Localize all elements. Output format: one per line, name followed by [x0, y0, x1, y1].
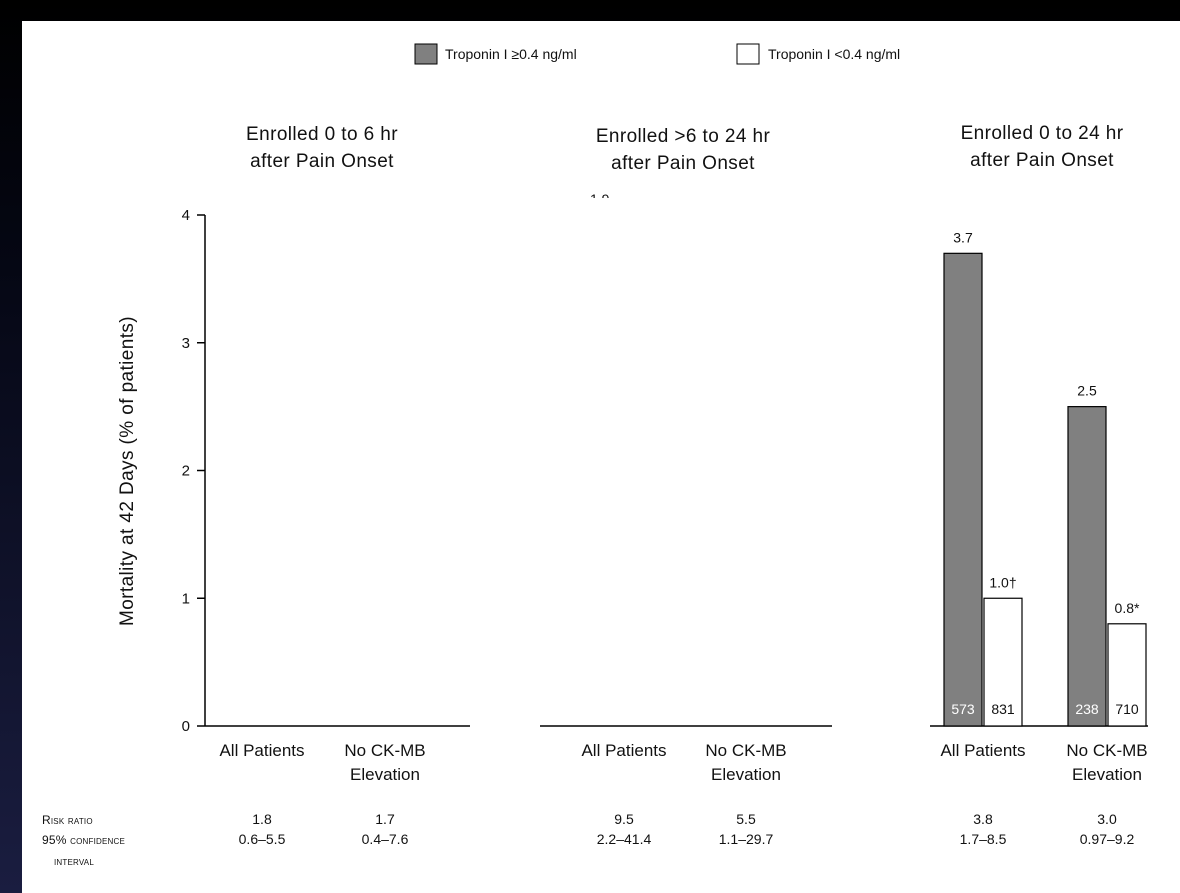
count-label-g2-c1-s0: 238: [1075, 701, 1099, 717]
bar-g2-c0-s0: [943, 252, 983, 727]
group-title-0-line1: Enrolled 0 to 6 hr: [246, 124, 398, 145]
y-axis: 0 1 2 3 4 Mortality at 42 Days (% of patient…: [117, 207, 206, 735]
group-titles: Enrolled 0 to 6 hr after Pain Onset Enro…: [246, 123, 1124, 174]
risk-ratio-g2-c1: 3.0: [1097, 811, 1117, 827]
row-label-ci-line2: interval: [54, 854, 94, 868]
bar-g2-c1-s0: [1067, 406, 1107, 727]
legend-swatch-troponin-low: [736, 43, 760, 65]
group-title-1-line1: Enrolled >6 to 24 hr: [596, 126, 771, 147]
category-label-g2-c1-line2: Elevation: [1072, 765, 1142, 784]
chart-panel: [22, 21, 1180, 893]
category-label-g2-c0-line1: All Patients: [940, 741, 1025, 760]
category-label-g2-c1-line1: No CK-MB: [1066, 741, 1147, 760]
bar-g2-c1-s1: [1107, 623, 1147, 727]
legend-label-troponin-high: Troponin I ≥0.4 ng/ml: [445, 46, 577, 62]
legend: Troponin I ≥0.4 ng/ml Troponin I <0.4 ng…: [414, 43, 900, 65]
bars: 3.7 573 1.0† 831 2.5 238 0.8* 710: [943, 229, 1147, 727]
row-label-ci-line1: 95% confidence: [42, 833, 125, 847]
category-label-g0-c1-line1: No CK-MB: [344, 741, 425, 760]
group-title-2-line1: Enrolled 0 to 24 hr: [961, 123, 1124, 144]
group-title-2-line2: after Pain Onset: [970, 150, 1114, 171]
count-label-g2-c0-s1: 831: [991, 701, 1015, 717]
group-title-1-line2: after Pain Onset: [611, 153, 755, 174]
y-ticks: 0 1 2 3 4: [182, 207, 205, 735]
category-label-g0-c1-line2: Elevation: [350, 765, 420, 784]
y-tick-label-0: 0: [182, 718, 190, 735]
risk-ratio-g0-c0: 1.8: [252, 811, 272, 827]
value-label-g2-c1-s0: 2.5: [1077, 383, 1097, 399]
count-label-g2-c1-s1: 710: [1115, 701, 1139, 717]
row-label-risk-ratio: Risk ratio: [42, 813, 93, 827]
y-tick-label-4: 4: [182, 207, 190, 224]
count-label-g2-c0-s0: 573: [951, 701, 975, 717]
risk-ratio-g1-c0: 9.5: [614, 811, 634, 827]
value-label-g2-c0-s0: 3.7: [953, 229, 973, 245]
bar-g2-c0-s1: [983, 597, 1023, 727]
y-tick-label-1: 1: [182, 590, 190, 607]
value-label-g2-c0-s1: 1.0†: [989, 574, 1016, 590]
category-label-g1-c1-line1: No CK-MB: [705, 741, 786, 760]
confidence-interval-g2-c1: 0.97–9.2: [1080, 831, 1135, 847]
legend-swatch-troponin-high: [414, 43, 438, 65]
confidence-interval-g1-c0: 2.2–41.4: [597, 831, 652, 847]
y-tick-label-2: 2: [182, 463, 190, 480]
group-title-0-line2: after Pain Onset: [250, 151, 394, 172]
category-label-g0-c0-line1: All Patients: [219, 741, 304, 760]
y-axis-title: Mortality at 42 Days (% of patients): [117, 316, 138, 626]
confidence-interval-g2-c0: 1.7–8.5: [960, 831, 1007, 847]
category-labels: All Patients No CK-MB Elevation All Patient…: [219, 741, 1147, 784]
category-label-g1-c0-line1: All Patients: [581, 741, 666, 760]
confidence-interval-g0-c1: 0.4–7.6: [362, 831, 409, 847]
stray-label-text: 1.9: [590, 191, 610, 207]
confidence-interval-g1-c1: 1.1–29.7: [719, 831, 774, 847]
risk-ratio-g1-c1: 5.5: [736, 811, 756, 827]
category-label-g1-c1-line2: Elevation: [711, 765, 781, 784]
confidence-interval-g0-c0: 0.6–5.5: [239, 831, 286, 847]
risk-ratio-g2-c0: 3.8: [973, 811, 993, 827]
risk-ratio-g0-c1: 1.7: [375, 811, 395, 827]
legend-label-troponin-low: Troponin I <0.4 ng/ml: [768, 46, 900, 62]
value-label-g2-c1-s1: 0.8*: [1115, 600, 1140, 616]
y-tick-label-3: 3: [182, 335, 190, 352]
risk-ratio-table: Risk ratio 95% confidence interval 1.8 0.…: [42, 811, 1134, 868]
stray-clipped-label: 1.9: [590, 191, 610, 207]
